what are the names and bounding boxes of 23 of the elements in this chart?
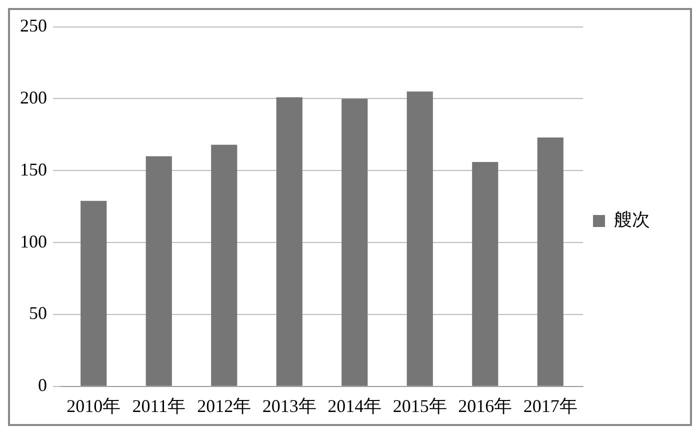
y-tick-label: 100 xyxy=(20,231,47,252)
x-tick-label: 2017年 xyxy=(523,396,578,416)
x-tick-label: 2011年 xyxy=(132,396,186,416)
bar xyxy=(146,156,172,386)
bar xyxy=(537,138,564,386)
bar xyxy=(472,162,498,386)
x-tick-label: 2010年 xyxy=(66,396,121,416)
x-tick-label: 2015年 xyxy=(392,396,447,416)
bar xyxy=(211,144,238,386)
x-tick-label: 2014年 xyxy=(328,396,382,416)
bar xyxy=(342,98,368,386)
bar xyxy=(80,200,107,386)
y-tick-label: 250 xyxy=(20,16,47,36)
y-tick-label: 200 xyxy=(20,87,47,108)
legend-label: 艘次 xyxy=(614,210,650,230)
x-tick-label: 2013年 xyxy=(262,396,316,416)
y-tick-label: 150 xyxy=(20,159,47,180)
x-tick-label: 2012年 xyxy=(197,396,252,416)
y-tick-label: 0 xyxy=(38,375,47,396)
x-tick-label: 2016年 xyxy=(458,396,512,416)
bar xyxy=(406,92,433,386)
y-tick-label: 50 xyxy=(29,303,47,324)
bar xyxy=(276,97,302,386)
